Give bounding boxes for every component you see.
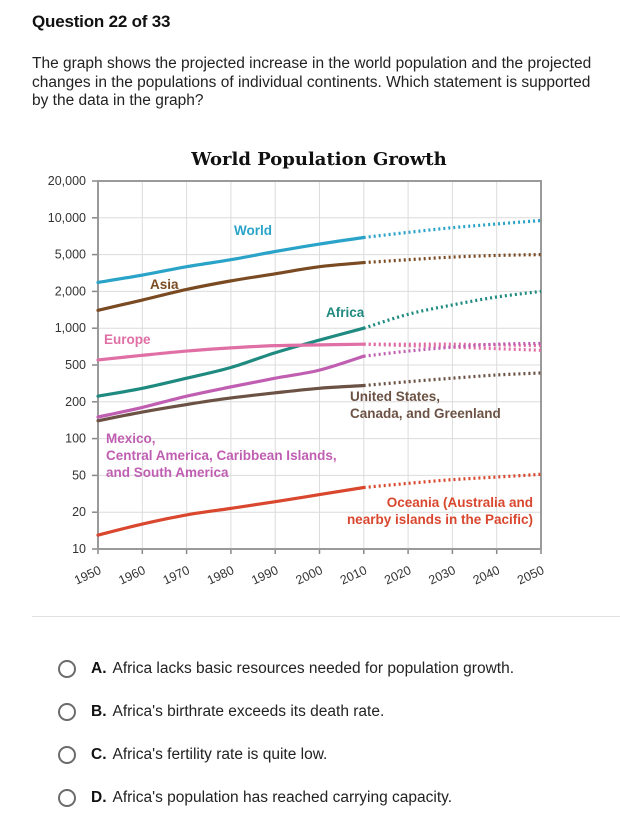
x-tick-label: 2040	[471, 563, 502, 587]
series-label-line: Europe	[104, 332, 151, 347]
series-label-line: Canada, and Greenland	[350, 406, 501, 421]
series-line-europe	[96, 342, 366, 362]
x-tick-label: 2020	[382, 563, 413, 587]
series-label-mexico-central-america-caribbean-islands-and-south-america: Mexico, Central America, Caribbean Island…	[106, 431, 337, 480]
x-tick-label: 1980	[205, 563, 236, 587]
series-projection-africa	[363, 289, 542, 330]
x-tick-label: 1970	[161, 563, 192, 587]
question-prompt: The graph shows the projected increase i…	[32, 55, 592, 109]
series-label-asia: Asia	[150, 277, 179, 292]
x-tick-label: 1990	[249, 563, 280, 587]
series-line-united-states-canada-and-greenland	[96, 383, 366, 423]
question-header: Question 22 of 33	[32, 12, 171, 31]
series-label-europe: Europe	[104, 332, 151, 347]
series-projection-mexico-central-america-caribbean-islands-and-south-america	[363, 341, 542, 358]
y-tick-label: 20	[72, 505, 86, 519]
series-labels: World Asia Africa Europe Mexico, Central Amer…	[104, 223, 533, 527]
y-tick-label: 2,000	[55, 284, 86, 298]
y-tick-label: 5,000	[55, 248, 86, 262]
option-text: Africa's birthrate exceeds its death rat…	[112, 702, 385, 720]
series-label-line: Mexico,	[106, 431, 156, 446]
y-tick-label: 100	[65, 432, 86, 446]
series-line-world	[96, 235, 366, 285]
option-a[interactable]: A. Africa lacks basic resources needed f…	[58, 647, 514, 690]
option-letter: A.	[91, 659, 107, 677]
series-line-africa	[96, 326, 366, 398]
y-tick-label: 10,000	[48, 211, 86, 225]
option-letter: C.	[91, 745, 107, 763]
radio-icon[interactable]	[58, 659, 76, 678]
y-tick-label: 20,000	[48, 174, 86, 188]
option-text: Africa lacks basic resources needed for …	[112, 659, 515, 677]
radio-icon[interactable]	[58, 702, 76, 721]
y-tick-label: 500	[65, 358, 86, 372]
series-label-line: Central America, Caribbean Islands,	[106, 448, 337, 463]
y-tick-label: 10	[72, 542, 86, 556]
answer-options: A. Africa lacks basic resources needed f…	[58, 647, 514, 819]
series-projection-oceania-australia-and-nearby-islands-in-the-pacific	[363, 472, 542, 490]
x-tick-label: 1960	[116, 563, 147, 587]
series-label-line: and South America	[106, 465, 229, 480]
series-line-mexico-central-america-caribbean-islands-and-south-america	[96, 354, 366, 419]
chart-title: World Population Growth	[190, 149, 446, 170]
option-letter: B.	[91, 702, 107, 720]
option-d[interactable]: D. Africa's population has reached carry…	[58, 776, 514, 819]
option-b[interactable]: B. Africa's birthrate exceeds its death …	[58, 690, 514, 733]
y-tick-label: 50	[72, 468, 86, 482]
radio-icon[interactable]	[58, 745, 76, 764]
series-projection-world	[363, 218, 542, 240]
x-tick-label: 2000	[294, 563, 325, 587]
series-label-line: nearby islands in the Pacific)	[347, 512, 533, 527]
series-projection-united-states-canada-and-greenland	[363, 371, 542, 388]
series-label-united-states-canada-and-greenland: United States, Canada, and Greenland	[350, 389, 501, 421]
population-chart: World Population Growth 20,000 10,000 5,00…	[48, 149, 547, 587]
y-tick-label: 200	[65, 395, 86, 409]
axes	[92, 180, 542, 554]
series-label-line: United States,	[350, 389, 440, 404]
radio-icon[interactable]	[58, 788, 76, 807]
plot-border	[97, 180, 542, 550]
series-label-world: World	[234, 223, 272, 238]
series-label-line: Africa	[326, 305, 365, 320]
x-tick-label: 1950	[72, 563, 103, 587]
series-lines	[96, 218, 542, 537]
series-projection-europe-projection-alt	[363, 342, 542, 352]
option-c[interactable]: C. Africa's fertility rate is quite low.	[58, 733, 514, 776]
divider	[32, 616, 620, 617]
series-projection-asia	[363, 253, 542, 265]
series-label-line: Asia	[150, 277, 179, 292]
series-label-oceania-australia-and-nearby-islands-in-the-pacific: Oceania (Australia and nearby islands in …	[347, 495, 533, 527]
series-label-line: World	[234, 223, 272, 238]
option-text: Africa's population has reached carrying…	[112, 788, 453, 806]
y-tick-label: 1,000	[55, 321, 86, 335]
option-text: Africa's fertility rate is quite low.	[112, 745, 328, 763]
x-tick-label: 2050	[515, 563, 546, 587]
x-tick-label: 2010	[338, 563, 369, 587]
series-label-line: Oceania (Australia and	[387, 495, 533, 510]
x-tick-label: 2030	[427, 563, 458, 587]
series-line-asia	[96, 260, 366, 312]
option-letter: D.	[91, 788, 107, 806]
series-line-oceania-australia-and-nearby-islands-in-the-pacific	[96, 485, 366, 537]
series-label-africa: Africa	[326, 305, 365, 320]
